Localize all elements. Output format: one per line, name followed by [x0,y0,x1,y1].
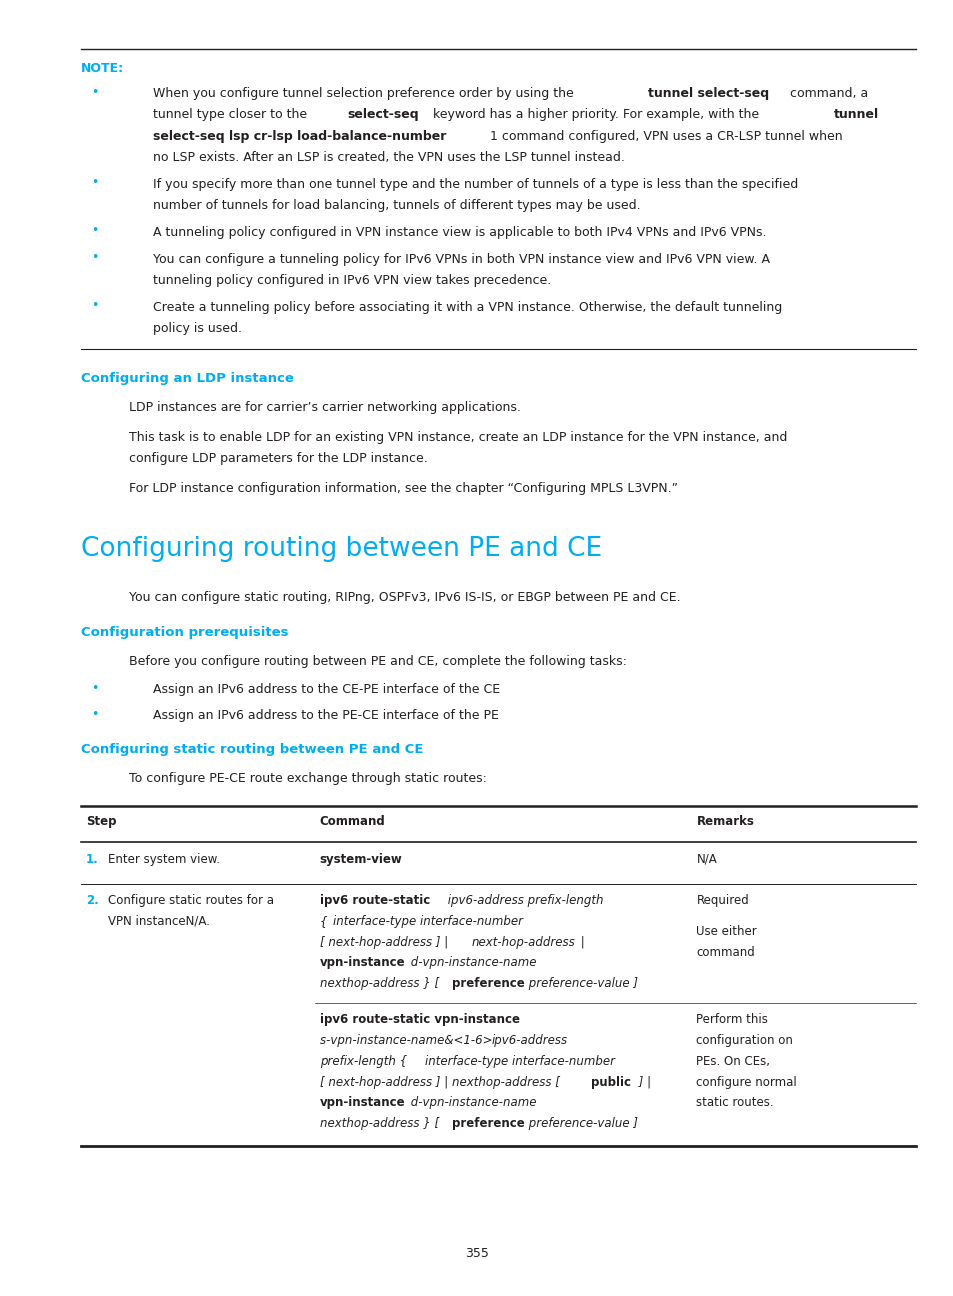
Text: •: • [91,708,98,721]
Text: select-seq: select-seq [347,108,418,122]
Text: Required: Required [696,894,748,907]
Text: static routes.: static routes. [696,1096,773,1109]
Text: {: { [319,915,331,928]
Text: number of tunnels for load balancing, tunnels of different types may be used.: number of tunnels for load balancing, tu… [152,200,639,213]
Text: •: • [91,682,98,695]
Text: N/A: N/A [696,853,717,866]
Text: preference-value ]: preference-value ] [524,977,638,990]
Text: tunnel select-seq: tunnel select-seq [647,87,768,100]
Text: Before you configure routing between PE and CE, complete the following tasks:: Before you configure routing between PE … [129,654,626,667]
Text: select-seq lsp cr-lsp load-balance-number: select-seq lsp cr-lsp load-balance-numbe… [152,130,446,143]
Text: Use either: Use either [696,925,757,938]
Text: prefix-length {: prefix-length { [319,1055,410,1068]
Text: Assign an IPv6 address to the CE-PE interface of the CE: Assign an IPv6 address to the CE-PE inte… [152,683,499,696]
Text: 1 command configured, VPN uses a CR-LSP tunnel when: 1 command configured, VPN uses a CR-LSP … [485,130,841,143]
Text: public: public [590,1076,630,1089]
Text: nexthop-address } [: nexthop-address } [ [319,1117,442,1130]
Text: preference: preference [452,1117,524,1130]
Text: Configure static routes for a: Configure static routes for a [108,894,274,907]
Text: no LSP exists. After an LSP is created, the VPN uses the LSP tunnel instead.: no LSP exists. After an LSP is created, … [152,150,624,165]
Text: d-vpn-instance-name: d-vpn-instance-name [407,1096,537,1109]
Text: To configure PE-CE route exchange through static routes:: To configure PE-CE route exchange throug… [129,772,486,785]
Text: tunnel type closer to the: tunnel type closer to the [152,108,311,122]
Text: configure LDP parameters for the LDP instance.: configure LDP parameters for the LDP ins… [129,452,427,465]
Text: PEs. On CEs,: PEs. On CEs, [696,1055,770,1068]
Text: keyword has a higher priority. For example, with the: keyword has a higher priority. For examp… [429,108,762,122]
Text: 2.: 2. [86,894,98,907]
Text: nexthop-address } [: nexthop-address } [ [319,977,442,990]
Text: 355: 355 [464,1247,489,1260]
Text: |: | [577,936,584,949]
Text: 1.: 1. [86,853,98,866]
Text: •: • [91,251,98,264]
Text: s-vpn-instance-name&<1-6>: s-vpn-instance-name&<1-6> [319,1034,496,1047]
Text: •: • [91,224,98,237]
Text: vpn-instance: vpn-instance [319,1096,405,1109]
Text: tunnel: tunnel [833,108,878,122]
Text: [ next-hop-address ] |: [ next-hop-address ] | [319,936,451,949]
Text: ipv6-address: ipv6-address [491,1034,567,1047]
Text: Configuring routing between PE and CE: Configuring routing between PE and CE [81,535,601,562]
Text: [ next-hop-address ] | nexthop-address [: [ next-hop-address ] | nexthop-address [ [319,1076,562,1089]
Text: ipv6 route-static vpn-instance: ipv6 route-static vpn-instance [319,1013,519,1026]
Text: •: • [91,176,98,189]
Text: ipv6 route-static: ipv6 route-static [319,894,430,907]
Text: You can configure static routing, RIPng, OSPFv3, IPv6 IS-IS, or EBGP between PE : You can configure static routing, RIPng,… [129,591,679,604]
Text: LDP instances are for carrier’s carrier networking applications.: LDP instances are for carrier’s carrier … [129,402,520,415]
Text: This task is to enable LDP for an existing VPN instance, create an LDP instance : This task is to enable LDP for an existi… [129,432,786,445]
Text: Remarks: Remarks [696,815,754,828]
Text: policy is used.: policy is used. [152,321,241,336]
Text: NOTE:: NOTE: [81,62,124,75]
Text: You can configure a tunneling policy for IPv6 VPNs in both VPN instance view and: You can configure a tunneling policy for… [152,253,769,266]
Text: •: • [91,299,98,312]
Text: Command: Command [319,815,385,828]
Text: d-vpn-instance-name: d-vpn-instance-name [407,956,537,969]
Text: Configuring an LDP instance: Configuring an LDP instance [81,372,294,385]
Text: command: command [696,946,755,959]
Text: When you configure tunnel selection preference order by using the: When you configure tunnel selection pref… [152,87,577,100]
Text: Step: Step [86,815,116,828]
Text: If you specify more than one tunnel type and the number of tunnels of a type is : If you specify more than one tunnel type… [152,178,797,191]
Text: A tunneling policy configured in VPN instance view is applicable to both IPv4 VP: A tunneling policy configured in VPN ins… [152,226,765,238]
Text: ipv6-address prefix-length: ipv6-address prefix-length [443,894,603,907]
Text: next-hop-address: next-hop-address [471,936,575,949]
Text: preference: preference [452,977,524,990]
Text: Configuration prerequisites: Configuration prerequisites [81,626,289,639]
Text: configure normal: configure normal [696,1076,797,1089]
Text: VPN instanceN/A.: VPN instanceN/A. [108,915,210,928]
Text: command, a: command, a [785,87,867,100]
Text: Enter system view.: Enter system view. [108,853,219,866]
Text: Configuring static routing between PE and CE: Configuring static routing between PE an… [81,744,423,757]
Text: •: • [91,86,98,98]
Text: vpn-instance: vpn-instance [319,956,405,969]
Text: interface-type interface-number: interface-type interface-number [425,1055,615,1068]
Text: preference-value ]: preference-value ] [524,1117,638,1130]
Text: interface-type interface-number: interface-type interface-number [333,915,522,928]
Text: ] |: ] | [634,1076,650,1089]
Text: Create a tunneling policy before associating it with a VPN instance. Otherwise, : Create a tunneling policy before associa… [152,301,781,314]
Text: tunneling policy configured in IPv6 VPN view takes precedence.: tunneling policy configured in IPv6 VPN … [152,273,550,286]
Text: configuration on: configuration on [696,1034,793,1047]
Text: system-view: system-view [319,853,402,866]
Text: Assign an IPv6 address to the PE-CE interface of the PE: Assign an IPv6 address to the PE-CE inte… [152,709,498,722]
Text: Perform this: Perform this [696,1013,767,1026]
Text: For LDP instance configuration information, see the chapter “Configuring MPLS L3: For LDP instance configuration informati… [129,482,677,495]
